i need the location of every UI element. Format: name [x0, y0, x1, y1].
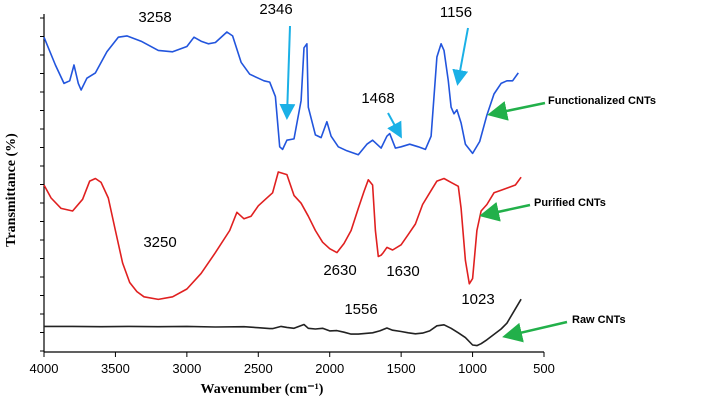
x-tick-label: 4000 — [30, 361, 59, 376]
x-tick-label: 2500 — [244, 361, 273, 376]
y-axis-title: Transmittance (%) — [4, 133, 19, 247]
peak-label: 2630 — [323, 262, 356, 279]
series-line-purified-cnts — [43, 171, 522, 301]
x-axis-title: Wavenumber (cm⁻¹) — [201, 382, 324, 397]
series-label: Functionalized CNTs — [548, 95, 656, 107]
y-axis-ticks — [40, 17, 44, 352]
peak-arrow — [387, 112, 402, 139]
series-label-arrow — [487, 101, 546, 121]
series-label: Raw CNTs — [572, 314, 626, 326]
x-tick-label: 1500 — [387, 361, 416, 376]
series-layer — [43, 31, 522, 347]
peak-arrow — [279, 25, 296, 120]
series-line-raw-cnts — [44, 298, 522, 347]
series-label-arrow — [479, 202, 531, 222]
x-tick-label: 1000 — [458, 361, 487, 376]
peak-label: 1630 — [386, 263, 419, 280]
peak-label: 3250 — [143, 234, 176, 251]
series-line-functionalized-cnts — [43, 31, 519, 156]
peak-label: 1468 — [361, 90, 394, 107]
x-tick-label: 2000 — [315, 361, 344, 376]
annotation-layer: 3258 2346 1468 1156 3250 2630 1630 1556 1023 — [138, 1, 494, 318]
x-tick-label: 3500 — [101, 361, 130, 376]
peak-arrow — [452, 27, 469, 86]
series-label-arrow — [502, 320, 568, 343]
chart-axes: 4000 3500 3000 2500 2000 1500 1000 500 — [30, 14, 555, 376]
peak-label: 1156 — [440, 4, 472, 21]
series-labels: Functionalized CNTs Purified CNTs Raw CNTs — [479, 95, 656, 343]
series-label: Purified CNTs — [534, 197, 606, 209]
x-axis-ticks: 4000 3500 3000 2500 2000 1500 1000 500 — [30, 352, 555, 376]
peak-label: 1556 — [344, 301, 377, 318]
peak-label: 1023 — [461, 291, 494, 308]
x-tick-label: 500 — [533, 361, 555, 376]
x-tick-label: 3000 — [172, 361, 201, 376]
peak-label: 2346 — [259, 1, 292, 18]
peak-label: 3258 — [138, 9, 171, 26]
